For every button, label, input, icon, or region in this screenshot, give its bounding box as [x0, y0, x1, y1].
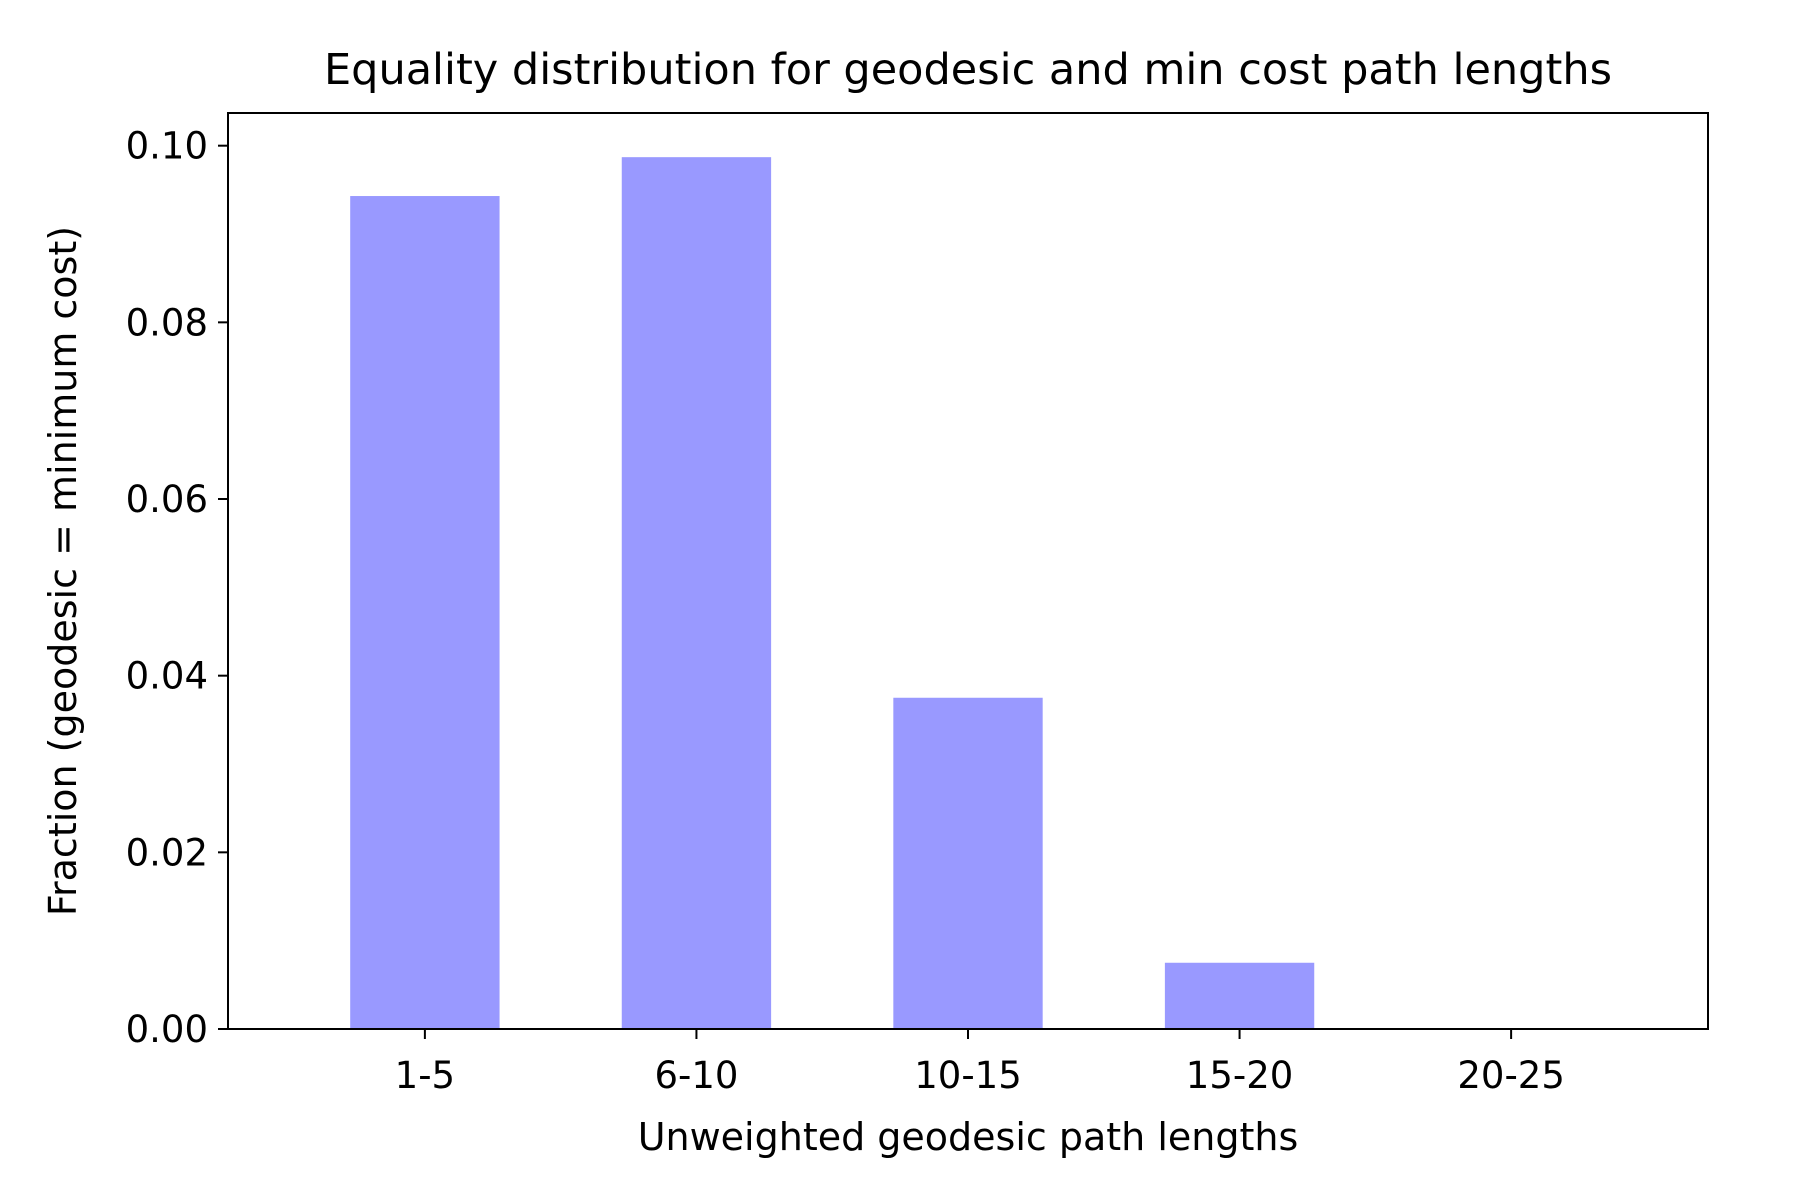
y-tick-label: 0.02: [126, 831, 208, 874]
y-tick-label: 0.04: [126, 655, 208, 698]
x-tick-label: 20-25: [1457, 1054, 1565, 1097]
x-tick-label: 1-5: [395, 1054, 455, 1097]
y-tick-label: 0.06: [126, 478, 208, 521]
y-tick-label: 0.10: [126, 125, 208, 168]
bars-group: [350, 157, 1315, 1030]
chart-title: Equality distribution for geodesic and m…: [324, 45, 1612, 95]
y-tick-label: 0.00: [126, 1008, 208, 1051]
y-tick-label: 0.08: [126, 301, 208, 344]
x-axis-label: Unweighted geodesic path lengths: [638, 1115, 1299, 1159]
y-axis-label: Fraction (geodesic = minimum cost): [41, 226, 85, 916]
x-tick-label: 15-20: [1186, 1054, 1294, 1097]
x-axis: 1-5 6-10 10-15 15-20 20-25: [395, 1029, 1565, 1097]
x-tick-label: 10-15: [914, 1054, 1022, 1097]
x-tick-label: 6-10: [654, 1054, 738, 1097]
bar-10-15: [893, 697, 1043, 1029]
y-axis: 0.00 0.02 0.04 0.06 0.08 0.10: [126, 125, 228, 1051]
bar-1-5: [350, 196, 500, 1029]
bar-6-10: [621, 157, 772, 1030]
bar-15-20: [1164, 962, 1315, 1029]
